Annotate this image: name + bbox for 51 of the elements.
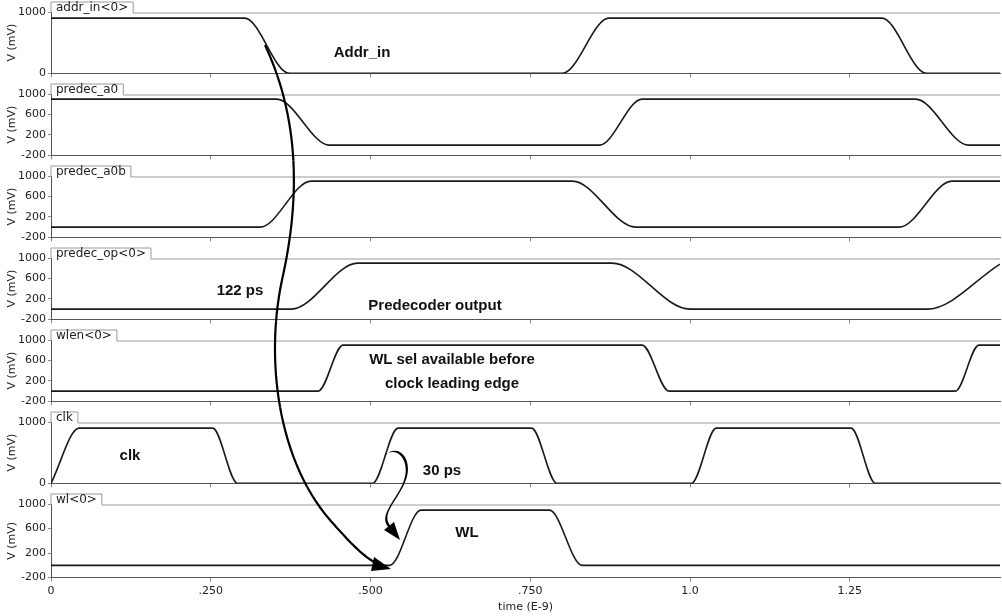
annotation: 122 ps [216, 280, 264, 300]
y-tick-label: -200 [21, 570, 46, 584]
y-tick-label: 1000 [18, 414, 46, 428]
y-tick-label: 0 [39, 476, 46, 490]
y-tick-label: 600 [25, 271, 46, 285]
y-tick-label: 1000 [18, 86, 46, 100]
y-tick-label: 200 [25, 291, 46, 305]
y-axis-title: V (mV) [5, 351, 19, 390]
text: wl<0> [56, 492, 97, 507]
x-tick-label: .750 [518, 584, 543, 598]
y-tick-label: 600 [25, 353, 46, 367]
y-tick-label: 200 [25, 209, 46, 223]
y-tick-label: 200 [25, 127, 46, 141]
y-tick-label: -200 [21, 394, 46, 408]
annotation: Addr_in [333, 42, 391, 62]
annotation: Predecoder output [368, 295, 502, 315]
x-tick-label: .250 [198, 584, 224, 598]
y-tick-label: 600 [25, 189, 46, 203]
y-axis-title: V (mV) [5, 23, 19, 62]
y-tick-label: 1000 [18, 4, 46, 18]
y-tick-label: 1000 [18, 496, 46, 510]
y-tick-label: 1000 [18, 250, 46, 264]
y-tick-label: 200 [25, 545, 46, 559]
y-tick-label: 600 [25, 521, 46, 535]
text: wlen<0> [56, 328, 112, 343]
y-axis-title: V (mV) [5, 521, 19, 560]
y-tick-label: 1000 [18, 168, 46, 182]
series-label: predec_a0 [56, 82, 119, 97]
annotation: WL [455, 522, 479, 542]
y-tick-label: 200 [25, 373, 46, 387]
x-tick-label: 1.25 [837, 584, 863, 598]
y-tick-label: -200 [21, 230, 46, 244]
y-axis-title: V (mV) [5, 187, 19, 226]
series-label: clk [56, 410, 73, 425]
y-tick-label: -200 [21, 312, 46, 326]
series-label: addr_in<0> [56, 0, 129, 15]
annotation: clk [119, 445, 141, 465]
y-axis-title: V (mV) [5, 269, 19, 308]
y-axis-title: V (mV) [5, 433, 19, 472]
y-tick-label: 1000 [18, 332, 46, 346]
y-axis-title: V (mV) [5, 105, 19, 144]
y-tick-label: -200 [21, 148, 46, 162]
x-tick-label: .500 [358, 584, 383, 598]
annotation: 30 ps [422, 460, 462, 480]
text: predec_op<0> [56, 246, 146, 261]
y-tick-label: 0 [39, 66, 46, 80]
annotation: WL sel available before clock leading edge [369, 349, 535, 393]
x-axis-title: time (E-9) [498, 600, 553, 614]
x-tick-label: 1.0 [681, 584, 699, 598]
y-tick-label: 600 [25, 107, 46, 121]
text: predec_a0b [56, 164, 126, 179]
